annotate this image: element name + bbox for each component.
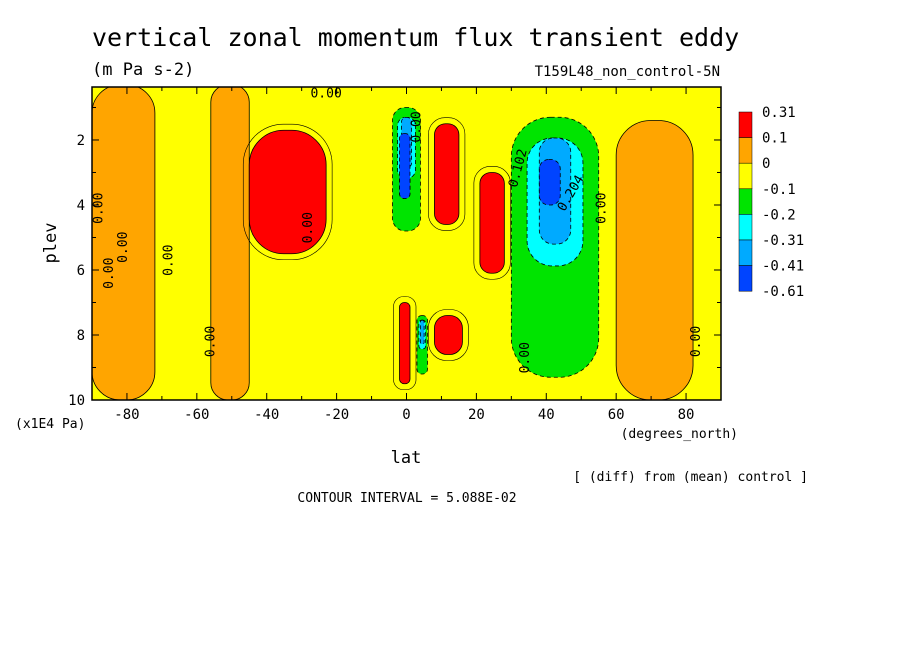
contour-line-positive-3 xyxy=(428,309,469,361)
diff-note: [ (diff) from (mean) control ] xyxy=(573,470,808,485)
color-legend: 0.31 0.1 0 -0.1 -0.2 -0.31 -0.41 -0.61 xyxy=(738,105,804,300)
chart-units: (m Pa s-2) xyxy=(92,60,194,80)
legend-level-label: 0.31 xyxy=(762,105,796,121)
legend-level-label: 0 xyxy=(762,156,770,172)
contour-label: 0.00 xyxy=(518,342,533,373)
y-tick-label: 2 xyxy=(77,133,85,149)
contour-region-min-core-0 xyxy=(399,133,411,199)
legend-swatch xyxy=(738,265,753,292)
contour-label: 0.00 xyxy=(310,87,341,102)
x-tick-label: -80 xyxy=(114,407,139,423)
contour-line-positive-0 xyxy=(242,123,333,261)
contour-region-0.1_to_0.31-4 xyxy=(399,302,411,385)
contour-region-0.1_to_0.31-2 xyxy=(479,172,505,274)
contour-line-positive-4 xyxy=(393,296,417,391)
y-tick-label: 4 xyxy=(77,198,85,214)
x-tick-label: -20 xyxy=(324,407,349,423)
contour-label: 0.00 xyxy=(102,258,117,289)
x-tick-label: 20 xyxy=(468,407,485,423)
x-axis-units: (degrees_north) xyxy=(621,427,738,442)
contour-region-positive_0_0.1-2 xyxy=(615,120,694,400)
contour-region-0.1_to_0.31-3 xyxy=(434,315,463,355)
contour-label: 0.00 xyxy=(203,326,218,357)
contour-region-0.1_to_0.31-1 xyxy=(434,123,460,225)
legend-level-label: -0.61 xyxy=(762,284,804,300)
x-tick-label: -40 xyxy=(254,407,279,423)
legend-level-label: -0.31 xyxy=(762,233,804,249)
legend-swatch xyxy=(738,239,753,266)
dataset-label: T159L48_non_control-5N xyxy=(535,64,720,80)
contour-line-positive-2 xyxy=(473,166,511,280)
plot-area xyxy=(92,87,721,400)
y-tick-label: 10 xyxy=(68,393,85,409)
x-axis-label: lat xyxy=(391,448,422,468)
y-tick-label: 6 xyxy=(77,263,85,279)
legend-level-label: 0.1 xyxy=(762,131,787,147)
x-tick-label: 40 xyxy=(538,407,555,423)
legend-swatch xyxy=(738,188,753,215)
x-tick-label: 0 xyxy=(402,407,410,423)
contour-label: 0.00 xyxy=(91,193,106,224)
contour-interval: CONTOUR INTERVAL = 5.088E-02 xyxy=(297,491,516,506)
y-axis-units: (x1E4 Pa) xyxy=(15,417,85,432)
legend-level-label: -0.2 xyxy=(762,207,796,223)
chart-title: vertical zonal momentum flux transient e… xyxy=(92,23,739,52)
y-tick-label: 8 xyxy=(77,328,85,344)
legend-swatch xyxy=(738,162,753,190)
y-axis-label: plev xyxy=(41,223,61,264)
contour-line-positive-1 xyxy=(428,117,466,231)
x-tick-label: 80 xyxy=(678,407,695,423)
legend-level-label: -0.1 xyxy=(762,182,796,198)
x-tick-label: 60 xyxy=(608,407,625,423)
contour-label: 0.00 xyxy=(409,111,424,142)
contour-region-0.1_to_0.31-0 xyxy=(248,129,327,255)
contour-label: 0.00 xyxy=(595,193,610,224)
contour-region-inner-2-1 xyxy=(419,319,425,345)
contour-label: 0.00 xyxy=(689,326,704,357)
legend-level-label: -0.41 xyxy=(762,259,804,275)
contour-label: 0.00 xyxy=(161,245,176,276)
contour-label: 0.00 xyxy=(301,212,316,243)
x-tick-label: -60 xyxy=(184,407,209,423)
legend-swatch xyxy=(738,214,753,241)
legend-swatch xyxy=(738,111,753,138)
legend-swatch xyxy=(738,137,753,164)
contour-label: 0.00 xyxy=(116,232,131,263)
contour-region-min-core-1 xyxy=(538,159,561,206)
